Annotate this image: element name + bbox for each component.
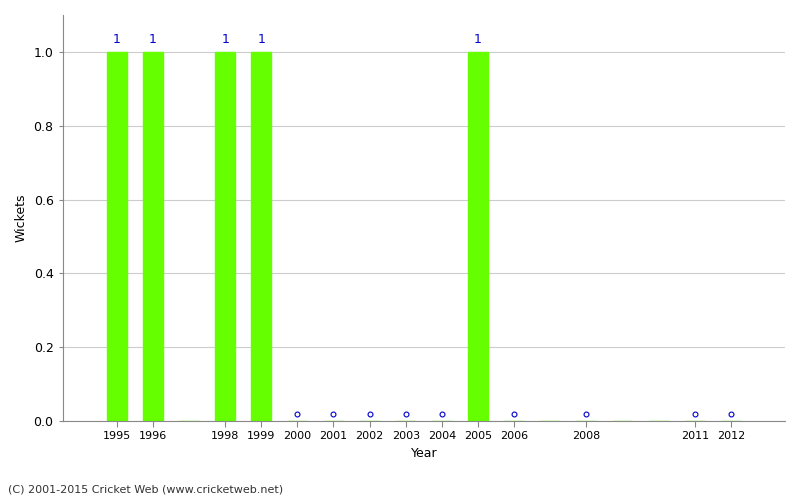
Text: 1: 1	[221, 34, 229, 46]
Text: 1: 1	[113, 34, 121, 46]
Y-axis label: Wickets: Wickets	[15, 194, 28, 242]
X-axis label: Year: Year	[410, 447, 437, 460]
Text: 1: 1	[474, 34, 482, 46]
Bar	[143, 52, 163, 421]
Bar	[251, 52, 271, 421]
Text: (C) 2001-2015 Cricket Web (www.cricketweb.net): (C) 2001-2015 Cricket Web (www.cricketwe…	[8, 485, 283, 495]
Text: 1: 1	[258, 34, 265, 46]
Bar	[215, 52, 235, 421]
Bar	[468, 52, 488, 421]
Bar	[107, 52, 126, 421]
Text: 1: 1	[149, 34, 157, 46]
